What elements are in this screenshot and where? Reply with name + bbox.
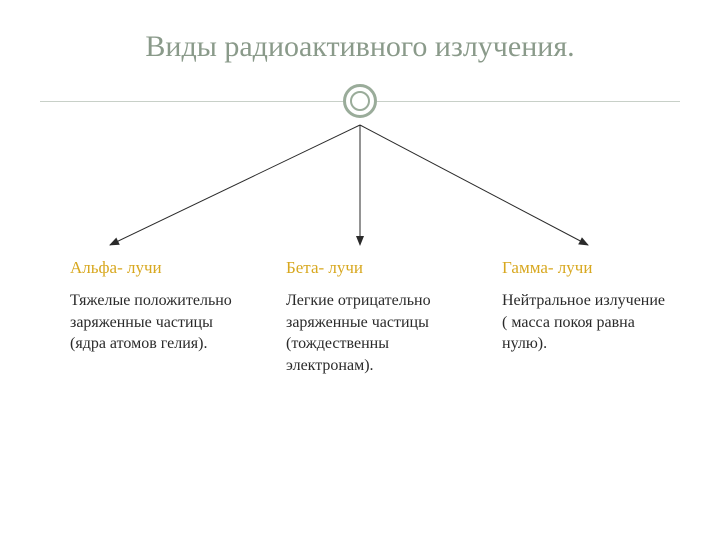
column-body: Тяжелые положительно заряженные частицы … [70,290,238,355]
slide: Виды радиоактивного излучения. Альфа- лу… [0,0,720,540]
ring-outer-icon [343,84,377,118]
column-body: Легкие отрицательно заряженные частицы (… [286,290,454,376]
column-title: Альфа- лучи [70,258,238,278]
page-title: Виды радиоактивного излучения. [40,30,680,64]
column-alpha: Альфа- лучи Тяжелые положительно заряжен… [70,258,238,376]
column-title: Бета- лучи [286,258,454,278]
column-title: Гамма- лучи [502,258,670,278]
columns: Альфа- лучи Тяжелые положительно заряжен… [70,258,670,376]
column-body: Нейтральное излучение ( масса покоя равн… [502,290,670,355]
divider-row [40,76,680,126]
column-gamma: Гамма- лучи Нейтральное излучение ( масс… [502,258,670,376]
branch-line-0 [110,125,360,245]
rings-icon [343,84,377,118]
branch-line-2 [360,125,588,245]
column-beta: Бета- лучи Легкие отрицательно заряженны… [286,258,454,376]
ring-inner-icon [350,91,370,111]
